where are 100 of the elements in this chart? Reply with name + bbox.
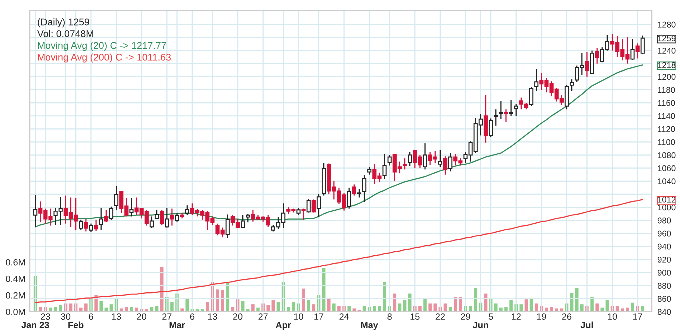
candlestick: [114, 185, 119, 211]
candlestick: [509, 100, 514, 117]
candlestick: [84, 218, 88, 232]
candlestick: [534, 68, 539, 92]
candlestick: [443, 156, 448, 176]
y-tick-label: 980: [658, 218, 672, 224]
candlestick: [494, 109, 498, 126]
bar: [641, 306, 645, 312]
y2-tick-label: 0.2M: [6, 292, 26, 299]
bar: [100, 301, 104, 312]
bar: [631, 302, 634, 312]
x-tick-label: 13: [208, 314, 218, 320]
candlestick: [489, 118, 494, 138]
x-tick-label: 10: [294, 314, 304, 320]
candlestick: [154, 210, 160, 220]
candlestick: [79, 219, 84, 231]
text: Moving Avg (200) C -> 1011.63: [38, 54, 171, 63]
y-tick-label: 840: [658, 309, 672, 316]
candlestick: [382, 153, 387, 180]
candlestick: [109, 206, 114, 220]
candlestick: [590, 50, 594, 75]
x-tick-label: 5: [488, 314, 494, 320]
candlestick: [448, 152, 453, 172]
annotation: Vol: 0.0748M: [38, 30, 94, 38]
text: Moving Avg (20) C -> 1217.77: [38, 42, 166, 52]
bar: [302, 288, 306, 312]
candlestick: [585, 52, 590, 78]
y-tick-label: 1120: [658, 126, 676, 132]
candlestick: [94, 219, 98, 232]
x-tick-label: 13: [112, 314, 122, 320]
y-tick-label: 1100: [658, 139, 676, 146]
candlestick: [564, 84, 570, 110]
x-tick-label: Jul: [580, 322, 594, 328]
bar: [580, 304, 584, 312]
candlestick: [529, 86, 534, 107]
y-tick-label: 1080: [658, 152, 676, 158]
candlestick: [130, 198, 134, 218]
bar: [327, 298, 331, 312]
candlestick: [484, 94, 488, 144]
x-tick-label: 23: [41, 314, 50, 320]
candlestick: [104, 210, 108, 224]
y-tick-label: 1240: [658, 48, 676, 54]
candlestick: [514, 104, 518, 117]
y-tick-label: 940: [658, 244, 672, 250]
y-tick-label: 920: [658, 256, 672, 263]
y-tick-label: 1280: [658, 22, 676, 28]
candlestick: [402, 158, 408, 170]
bar: [424, 298, 427, 312]
x-tick-label: 10: [608, 314, 618, 320]
candlestick: [352, 184, 356, 196]
x-tick-label: 6: [190, 314, 195, 320]
candlestick: [504, 109, 508, 123]
bar: [125, 307, 128, 312]
candlestick: [438, 150, 443, 168]
candlestick: [150, 216, 154, 229]
x-tick-label: 6: [89, 314, 94, 320]
x-tick-label: 20: [137, 314, 147, 320]
x-tick-label: 19: [537, 314, 546, 320]
candlestick: [99, 208, 104, 231]
candlestick: [226, 214, 230, 239]
x-tick-label: May: [361, 322, 378, 330]
candlestick: [636, 43, 640, 60]
x-tick-label: 27: [162, 314, 172, 320]
y-tick-label: 1040: [658, 178, 676, 185]
x-tick-label: Feb: [68, 322, 84, 328]
x-tick-label: Apr: [276, 322, 292, 330]
x-tick-label: 30: [61, 314, 71, 320]
bar: [332, 304, 336, 312]
y-tick-label: 880: [658, 283, 672, 289]
x-tick-label: 29: [461, 314, 470, 320]
candlestick: [570, 79, 574, 92]
y2-tick-label: 0.0M: [6, 308, 26, 316]
x-tick-label: 27: [258, 314, 268, 320]
y-tick-label: 860: [658, 296, 672, 302]
candlestick: [362, 174, 367, 203]
candlestick: [241, 214, 246, 229]
x-tick-label: Jun: [473, 322, 488, 328]
y-tick-label: 1140: [658, 113, 676, 120]
candlestick: [170, 208, 174, 226]
candlestick: [499, 100, 504, 120]
bar: [180, 308, 184, 312]
bar: [596, 304, 599, 312]
y-tick-label: 1160: [658, 100, 676, 106]
bar: [348, 306, 351, 312]
candlestick: [408, 151, 412, 167]
candlestick: [312, 199, 316, 214]
x-tick-label: Mar: [170, 322, 186, 328]
y-tick-label: 1000: [658, 204, 676, 211]
y2-tick-label: 0.6M: [6, 259, 26, 266]
candlestick: [388, 154, 392, 166]
bar: [256, 308, 260, 312]
x-tick-label: 8: [388, 314, 392, 320]
y-tick-label: 1200: [658, 74, 676, 80]
text: (Daily) 1259: [38, 18, 90, 28]
y2-tick-label: 0.4M: [6, 276, 26, 282]
line-series: [35, 199, 644, 304]
candlestick: [316, 194, 322, 218]
x-tick-label: Jan 23: [22, 322, 50, 328]
candlestick: [306, 198, 311, 214]
x-tick-label: 24: [340, 314, 350, 320]
